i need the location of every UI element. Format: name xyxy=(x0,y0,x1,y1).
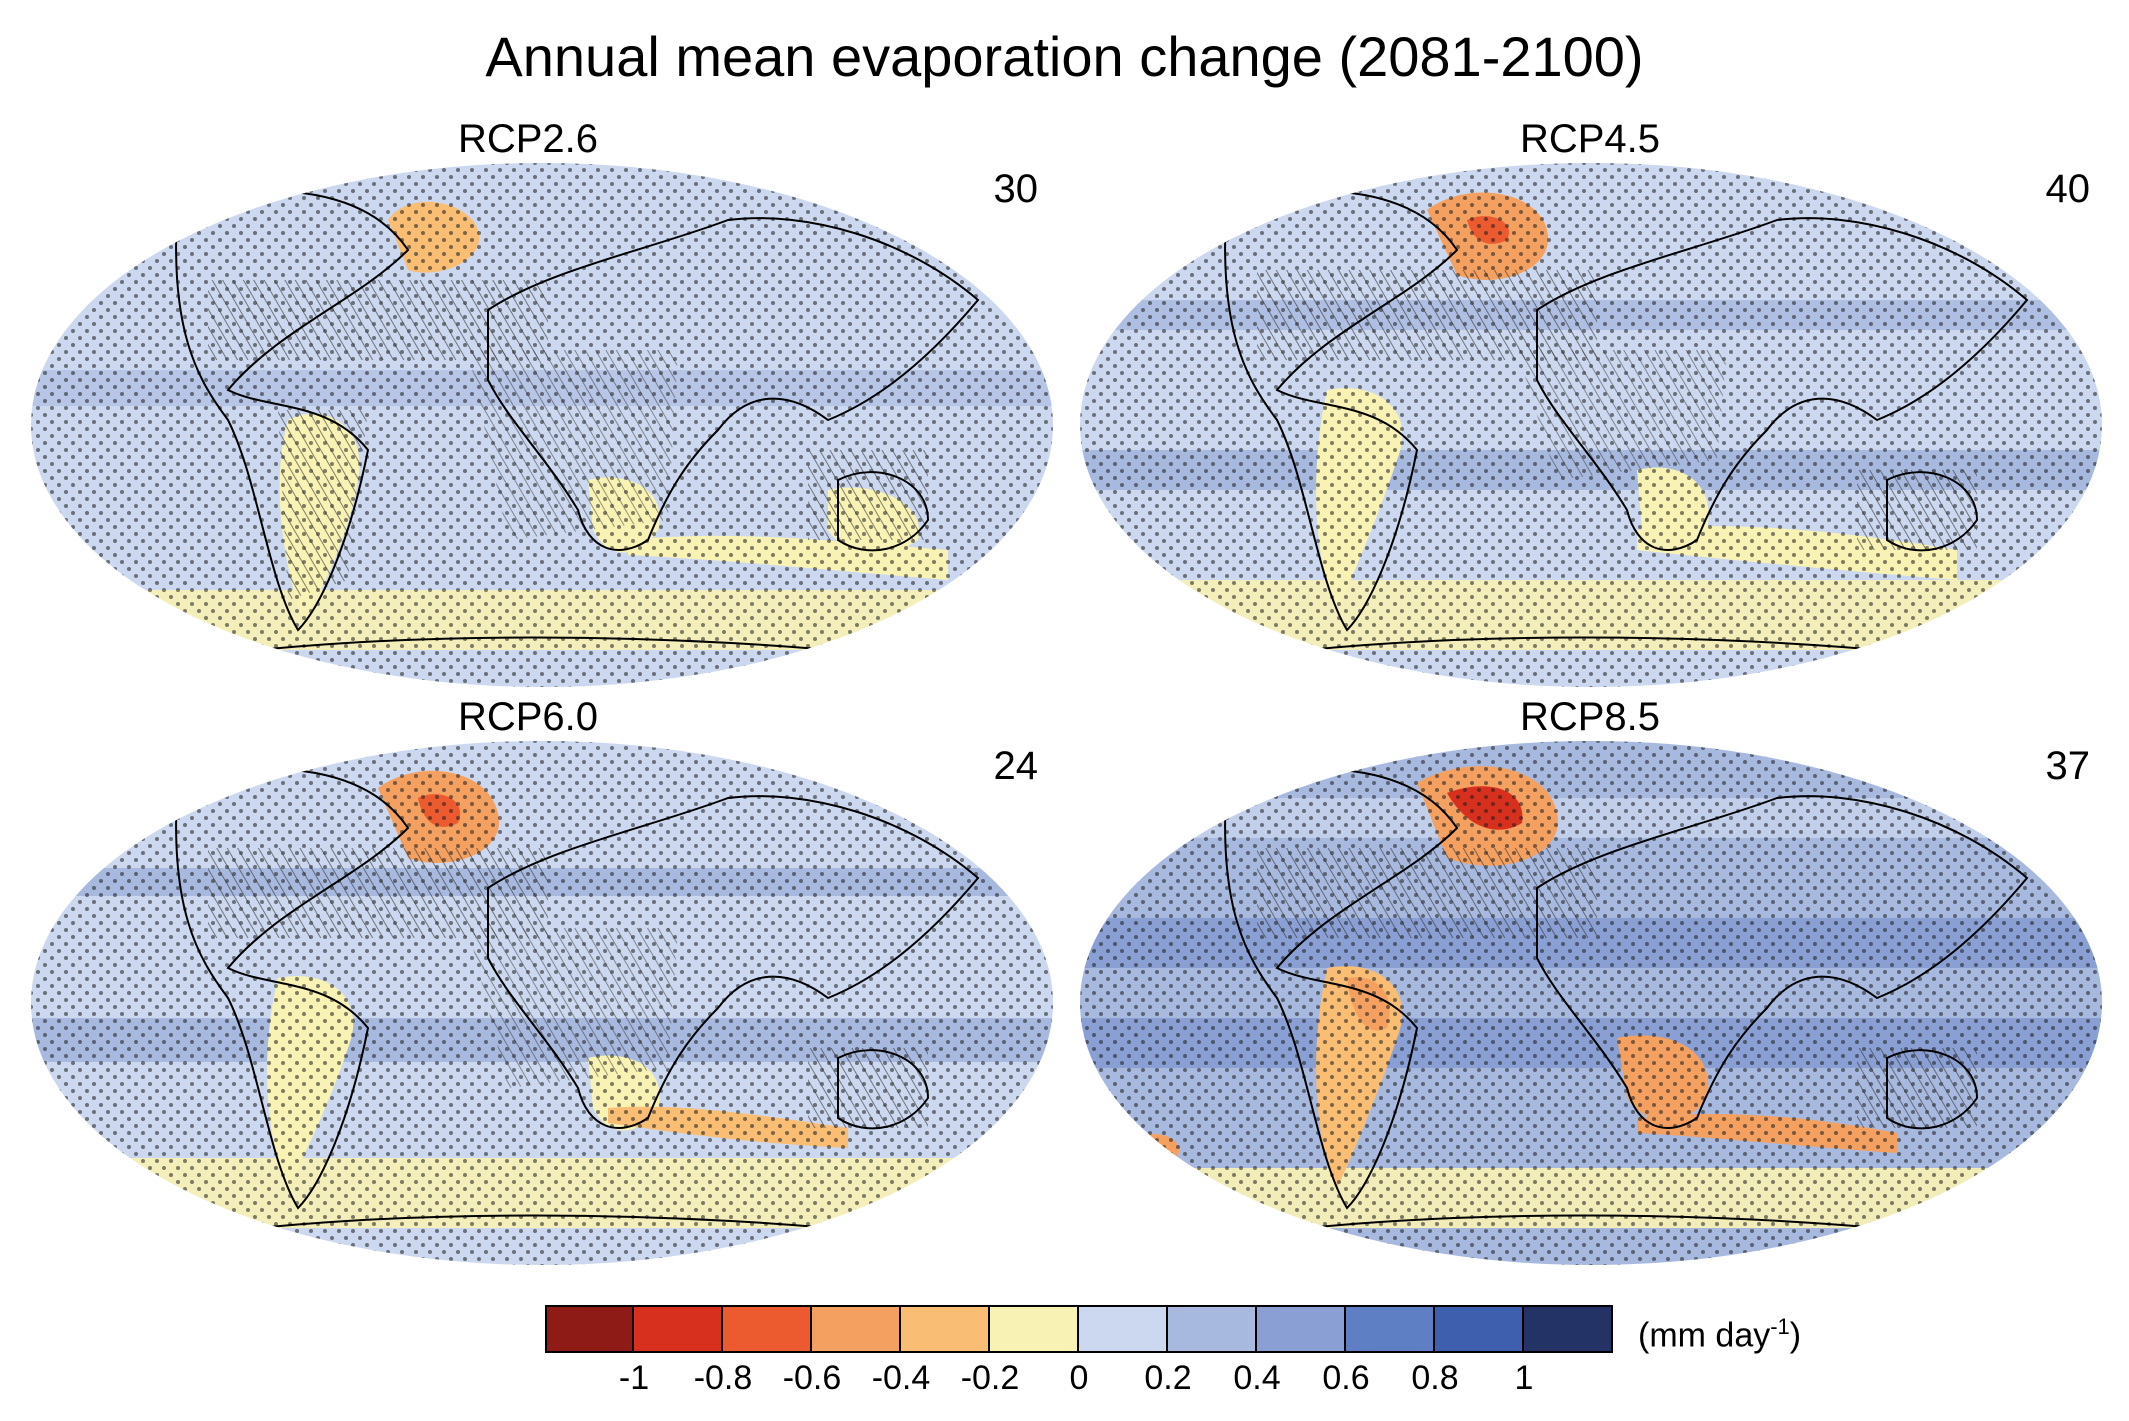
map-rcp60 xyxy=(29,739,1055,1267)
colorbar-tick-label: 0.6 xyxy=(1322,1359,1370,1397)
colorbar-cell xyxy=(545,1305,634,1353)
colorbar-cell xyxy=(1522,1305,1613,1353)
colorbar-tick-label: -0.6 xyxy=(782,1359,842,1397)
colorbar-tick-label: 0.2 xyxy=(1144,1359,1192,1397)
panel-count-rcp45: 40 xyxy=(2045,167,2091,211)
colorbar-tick-label: 0 xyxy=(1069,1359,1089,1397)
panel-count-rcp60: 24 xyxy=(993,744,1039,788)
colorbar-cell xyxy=(1344,1305,1435,1353)
colorbar-tick-label: -0.2 xyxy=(960,1359,1020,1397)
colorbar-tick-label: -0.4 xyxy=(871,1359,931,1397)
colorbar-tick-label: 0.4 xyxy=(1233,1359,1281,1397)
colorbar-cell xyxy=(632,1305,723,1353)
colorbar-cell xyxy=(1433,1305,1524,1353)
map-rcp45 xyxy=(1078,161,2104,689)
colorbar-cell xyxy=(899,1305,990,1353)
colorbar-tick-label: -0.8 xyxy=(693,1359,753,1397)
colorbar-cell xyxy=(721,1305,812,1353)
panel-count-rcp85: 37 xyxy=(2045,744,2091,788)
panel-title-rcp45: RCP4.5 xyxy=(1519,117,1661,161)
map-rcp26 xyxy=(29,161,1055,689)
colorbar-tick-label: 1 xyxy=(1514,1359,1534,1397)
colorbar-cell xyxy=(1077,1305,1168,1353)
panel-title-rcp85: RCP8.5 xyxy=(1519,695,1661,739)
colorbar-tick-label: -1 xyxy=(618,1359,650,1397)
panel-title-rcp60: RCP6.0 xyxy=(457,695,599,739)
colorbar-cell xyxy=(810,1305,901,1353)
colorbar-cell xyxy=(1166,1305,1257,1353)
figure-title: Annual mean evaporation change (2081-210… xyxy=(485,25,1644,88)
map-rcp85 xyxy=(1078,739,2104,1267)
panel-title-rcp26: RCP2.6 xyxy=(457,117,599,161)
colorbar-cell xyxy=(1255,1305,1346,1353)
colorbar-tick-label: 0.8 xyxy=(1411,1359,1459,1397)
colorbar-units: (mm day-1) xyxy=(1638,1314,1802,1355)
colorbar xyxy=(545,1305,1613,1353)
colorbar-cell xyxy=(988,1305,1079,1353)
panel-count-rcp26: 30 xyxy=(993,167,1039,211)
